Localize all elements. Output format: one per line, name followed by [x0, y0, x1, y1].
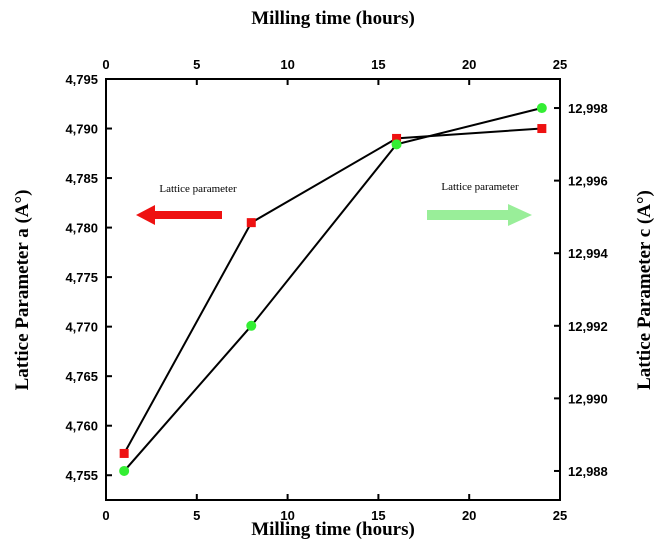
y-tick-label-left-8: 4,795	[65, 72, 98, 87]
series-0-point-3	[537, 124, 547, 134]
x-tick-label-top-4: 20	[462, 57, 476, 72]
y-axis-title-left: Lattice Parameter a (A°)	[12, 190, 33, 391]
y-tick-label-right-4: 12,996	[568, 174, 608, 189]
series-1-point-0	[119, 465, 130, 476]
x-tick-label-top-1: 5	[193, 57, 200, 72]
annotation-layer: Lattice parameter Lattice parameter	[136, 181, 532, 226]
y-tick-label-left-3: 4,770	[65, 320, 98, 335]
series-1-point-1	[246, 320, 257, 331]
y-tick-label-left-4: 4,775	[65, 270, 98, 285]
y-tick-label-left-0: 4,755	[65, 468, 98, 483]
y-tick-label-right-5: 12,998	[568, 101, 608, 116]
series-0-point-0	[119, 448, 129, 458]
y-tick-label-left-6: 4,785	[65, 171, 98, 186]
annotation-text-left: Lattice parameter	[159, 183, 237, 195]
arrow-left-icon	[136, 205, 222, 225]
x-tick-label-bottom-4: 20	[462, 508, 476, 523]
annotation-text-right: Lattice parameter	[441, 181, 519, 193]
ticks-layer: 0 5 10 15 20 25 0 5 10 15 20 25 4,755 4,760 4,765 4,770…	[65, 57, 608, 523]
series-0-point-1	[246, 218, 256, 228]
x-axis-title-top: Milling time (hours)	[251, 8, 415, 29]
series-1-point-2	[391, 139, 402, 150]
y-tick-label-left-2: 4,765	[65, 369, 98, 384]
series-layer	[119, 103, 547, 476]
y-tick-label-right-1: 12,990	[568, 391, 608, 406]
y-tick-label-right-3: 12,994	[568, 246, 609, 261]
y-tick-label-right-0: 12,988	[568, 464, 608, 479]
y-tick-label-left-1: 4,760	[65, 419, 98, 434]
arrow-right-icon	[427, 204, 532, 226]
x-tick-label-top-2: 10	[280, 57, 294, 72]
x-tick-label-bottom-0: 0	[102, 508, 109, 523]
y-tick-label-left-7: 4,790	[65, 122, 98, 137]
series-line-1	[123, 107, 543, 472]
series-0-point-2	[392, 133, 402, 143]
x-tick-label-top-0: 0	[102, 57, 109, 72]
series-line-0	[123, 127, 542, 454]
x-tick-label-bottom-3: 15	[371, 508, 385, 523]
x-tick-label-bottom-5: 25	[553, 508, 567, 523]
y-tick-label-right-2: 12,992	[568, 319, 608, 334]
plot-frame	[105, 78, 561, 501]
series-1-point-3	[536, 103, 547, 114]
y-axis-title-right: Lattice Parameter c (A°)	[634, 190, 655, 390]
x-tick-label-top-3: 15	[371, 57, 385, 72]
y-tick-label-left-5: 4,780	[65, 221, 98, 236]
x-axis-title-bottom: Milling time (hours)	[251, 519, 415, 540]
x-tick-label-bottom-1: 5	[193, 508, 200, 523]
x-tick-label-top-5: 25	[553, 57, 567, 72]
x-tick-label-bottom-2: 10	[280, 508, 294, 523]
